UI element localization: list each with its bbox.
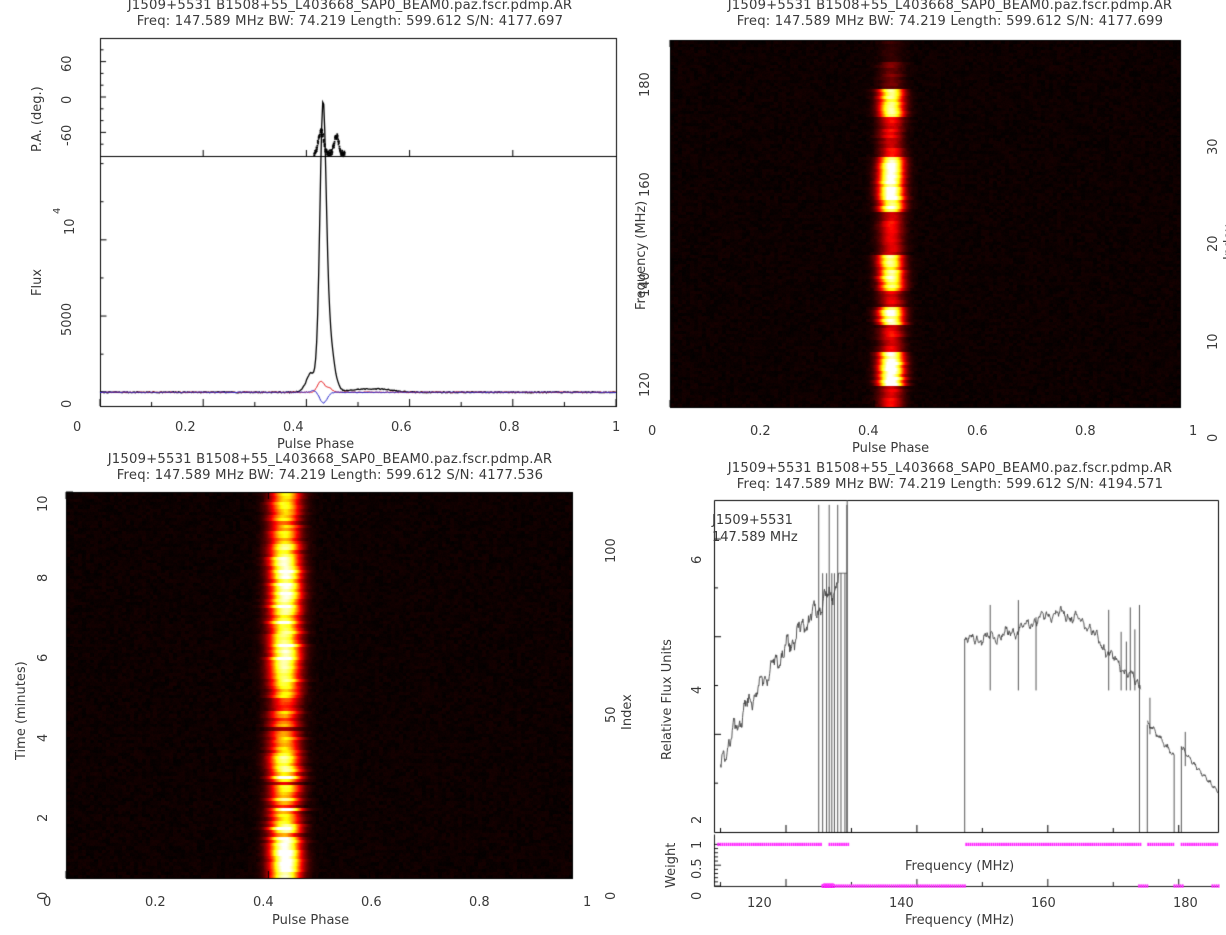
freqphase-right-tick-30: 30 [1206, 138, 1221, 155]
freqphase-right-axis-label: Index [1222, 224, 1226, 260]
bandpass-weight-tick-05: 0.5 [690, 858, 705, 879]
timephase-xtick-0: 0 [43, 895, 52, 910]
profile-flux-tick-0: 0 [60, 399, 75, 408]
freqphase-xtick-08: 0.8 [1075, 424, 1096, 439]
profile-canvas [78, 36, 618, 416]
profile-pa-tick-minus60: -60 [60, 124, 75, 146]
bandpass-weight-axis-label: Weight [664, 842, 679, 888]
timephase-xtick-04: 0.4 [253, 895, 274, 910]
timephase-ytick-8: 8 [36, 573, 51, 582]
timephase-right-axis-label: Index [620, 694, 635, 730]
profile-xtick-1: 1 [612, 420, 621, 435]
bandpass-weight-tick-1: 1 [690, 840, 705, 849]
bandpass-inner-x-label: Frequency (MHz) [905, 859, 1015, 874]
profile-xtick-08: 0.8 [499, 420, 520, 435]
profile-xtick-02: 0.2 [175, 420, 196, 435]
freqphase-ytick-180: 180 [638, 72, 653, 97]
bandpass-canvas [690, 498, 1220, 888]
timephase-xtick-06: 0.6 [361, 895, 382, 910]
freqphase-ytick-160: 160 [638, 172, 653, 197]
bandpass-xtick-180: 180 [1173, 896, 1198, 911]
profile-pa-axis-label: P.A. (deg.) [30, 86, 45, 152]
bandpass-weight-tick-0: 0 [690, 891, 705, 900]
bandpass-y-axis-label: Relative Flux Units [660, 639, 675, 760]
freqphase-xtick-0: 0 [648, 424, 657, 439]
bandpass-x-axis-label: Frequency (MHz) [905, 913, 1015, 928]
timephase-ytick-10: 10 [36, 495, 51, 512]
frequency-phase-canvas [652, 38, 1198, 421]
time-phase-canvas [48, 490, 590, 892]
profile-flux-tick-exp-power: 4 [52, 207, 63, 214]
freqphase-x-axis-label: Pulse Phase [852, 441, 930, 456]
freqphase-xtick-06: 0.6 [967, 424, 988, 439]
timephase-y-axis-label: Time (minutes) [14, 661, 29, 760]
bandpass-ytick-6e4: 6 [690, 555, 705, 564]
bandpass-annotation-name: J1509+5531 [712, 513, 793, 528]
profile-xtick-06: 0.6 [391, 420, 412, 435]
bandpass-xtick-120: 120 [747, 896, 772, 911]
timephase-right-tick-50: 50 [604, 706, 619, 723]
profile-flux-tick-exp-mantissa: 10 [63, 218, 78, 235]
timephase-xtick-1: 1 [583, 895, 592, 910]
bandpass-title-line2: Freq: 147.589 MHz BW: 74.219 Length: 599… [736, 477, 1164, 492]
freqphase-right-tick-10: 10 [1206, 333, 1221, 350]
profile-xtick-0: 0 [73, 420, 82, 435]
freqphase-title-line1: J1509+5531 B1508+55_L403668_SAP0_BEAM0.p… [727, 0, 1173, 13]
profile-title-line2: Freq: 147.589 MHz BW: 74.219 Length: 599… [136, 14, 564, 29]
bandpass-xtick-160: 160 [1031, 896, 1056, 911]
bandpass-xtick-140: 140 [889, 896, 914, 911]
timephase-x-axis-label: Pulse Phase [272, 913, 350, 928]
timephase-right-tick-0: 0 [604, 891, 619, 900]
bandpass-ytick-2e4: 2 [690, 815, 705, 824]
bandpass-annotation-freq: 147.589 MHz [712, 530, 798, 545]
timephase-ytick-2: 2 [36, 813, 51, 822]
timephase-xtick-02: 0.2 [145, 895, 166, 910]
freqphase-xtick-04: 0.4 [858, 424, 879, 439]
timephase-title-line1: J1509+5531 B1508+55_L403668_SAP0_BEAM0.p… [107, 452, 553, 467]
profile-title-line1: J1509+5531 B1508+55_L403668_SAP0_BEAM0.p… [127, 0, 573, 13]
profile-pa-tick-0: 0 [60, 95, 75, 104]
timephase-ytick-6: 6 [36, 653, 51, 662]
timephase-right-tick-100: 100 [604, 538, 619, 563]
freqphase-xtick-02: 0.2 [750, 424, 771, 439]
bandpass-title-line1: J1509+5531 B1508+55_L403668_SAP0_BEAM0.p… [727, 461, 1173, 476]
bandpass-ytick-4e4: 4 [690, 685, 705, 694]
freqphase-right-tick-0: 0 [1206, 433, 1221, 442]
freqphase-right-tick-20: 20 [1206, 235, 1221, 252]
profile-flux-tick-5000: 5000 [60, 302, 75, 336]
profile-flux-axis-label: Flux [30, 268, 45, 296]
timephase-title-line2: Freq: 147.589 MHz BW: 74.219 Length: 599… [116, 468, 544, 483]
freqphase-title-line2: Freq: 147.589 MHz BW: 74.219 Length: 599… [736, 14, 1164, 29]
profile-pa-tick-60: 60 [60, 55, 75, 72]
timephase-xtick-08: 0.8 [469, 895, 490, 910]
freqphase-ytick-140: 140 [638, 272, 653, 297]
freqphase-xtick-1: 1 [1189, 424, 1198, 439]
timephase-ytick-4: 4 [36, 733, 51, 742]
profile-xtick-04: 0.4 [283, 420, 304, 435]
profile-x-axis-label: Pulse Phase [277, 437, 355, 452]
freqphase-ytick-120: 120 [638, 372, 653, 397]
